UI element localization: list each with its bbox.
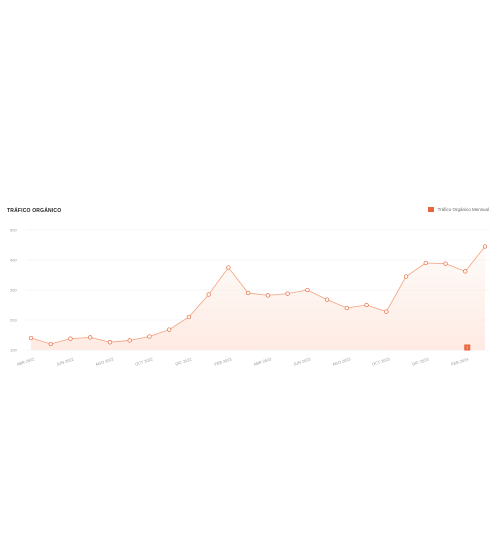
chart-title: TRÁFICO ORGÁNICO xyxy=(7,208,62,214)
data-point xyxy=(28,335,34,341)
y-tick-label: 500 xyxy=(10,227,17,232)
data-point xyxy=(68,336,73,341)
data-point xyxy=(107,340,113,345)
data-point xyxy=(482,244,488,249)
data-point xyxy=(206,292,211,297)
data-point xyxy=(226,265,231,270)
y-tick-label: 200 xyxy=(10,317,17,322)
y-tick-label: 400 xyxy=(10,257,17,262)
annotation-badge-label: 1 xyxy=(466,345,469,350)
y-tick-label: 100 xyxy=(10,347,17,352)
data-point xyxy=(186,314,192,320)
x-tick-label: JUN 2023 xyxy=(293,356,312,366)
data-point xyxy=(364,302,369,308)
x-tick-label: DIC 2022 xyxy=(175,356,193,366)
x-tick-label: JUN 2022 xyxy=(56,356,75,366)
y-tick-label: 300 xyxy=(10,287,17,292)
data-point xyxy=(344,305,349,311)
x-tick-label: OCT 2023 xyxy=(371,356,391,367)
legend-label: Tráfico Orgánico Mensual xyxy=(437,207,489,212)
data-point xyxy=(265,293,271,298)
data-point xyxy=(403,274,409,279)
area-fill xyxy=(31,246,485,350)
series-line xyxy=(30,246,486,345)
data-point xyxy=(245,290,251,296)
legend-swatch xyxy=(427,207,434,212)
data-point xyxy=(423,260,428,266)
data-point xyxy=(384,309,389,314)
chart-legend[interactable]: Tráfico Orgánico Mensual xyxy=(427,207,489,212)
x-tick-label: FEB 2023 xyxy=(214,356,233,366)
x-tick-label: ABR 2023 xyxy=(253,356,273,367)
x-tick-label: AGO 2022 xyxy=(95,356,115,367)
x-tick-label: AGO 2023 xyxy=(332,356,352,367)
data-point xyxy=(324,297,330,302)
data-point xyxy=(167,327,172,332)
data-point xyxy=(463,269,468,274)
x-tick-label: OCT 2022 xyxy=(134,356,154,367)
data-point xyxy=(285,291,290,296)
data-point xyxy=(127,338,132,343)
x-tick-label: FEB 2024 xyxy=(451,356,470,366)
data-point xyxy=(48,341,53,347)
data-point xyxy=(88,335,93,340)
data-point xyxy=(443,261,448,266)
x-tick-label: ABR 2022 xyxy=(16,356,36,367)
annotation-badge xyxy=(464,344,471,351)
x-tick-label: DIC 2023 xyxy=(412,356,430,366)
chart-container: TRÁFICO ORGÁNICO Tráfico Orgánico Mensua… xyxy=(0,200,492,375)
data-point xyxy=(147,334,152,339)
data-point xyxy=(305,287,310,293)
chart-plot: 100 200 300 400 500 ABR 2022 JUN 2022 AGO 2022 O… xyxy=(10,227,490,367)
